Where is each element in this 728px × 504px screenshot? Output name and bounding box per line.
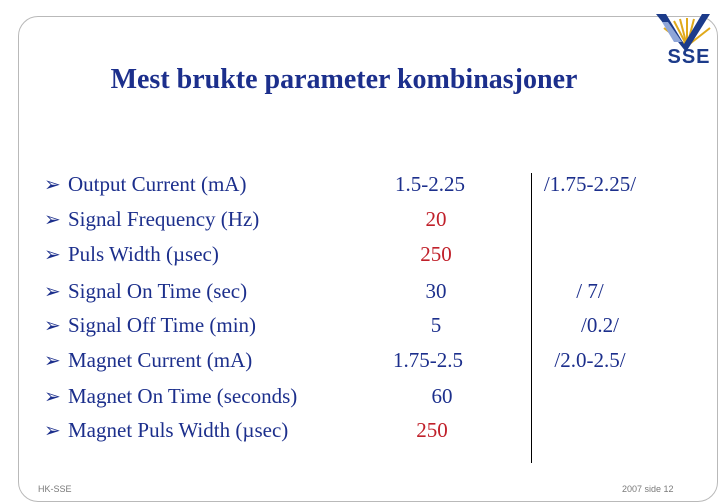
arrow-bullet-icon: ➢ — [44, 244, 61, 266]
footer-left: HK-SSE — [38, 484, 72, 494]
parameter-alt-value: /1.75-2.25/ — [543, 172, 637, 196]
parameter-row: ➢ Puls Width (µsec) 250 — [0, 242, 728, 274]
parameter-value: 250 — [416, 418, 448, 442]
parameter-value: 1.75-2.5 — [393, 348, 463, 372]
parameter-value: 1.5-2.25 — [395, 172, 465, 196]
parameter-value: 60 — [431, 384, 453, 408]
parameter-row: ➢ Signal Off Time (min) 5/0.2/ — [0, 313, 728, 345]
column-divider — [531, 173, 532, 463]
arrow-bullet-icon: ➢ — [44, 350, 61, 372]
parameter-value: 20 — [425, 207, 447, 231]
logo-text: SSE — [667, 46, 711, 68]
arrow-bullet-icon: ➢ — [44, 315, 61, 337]
arrow-bullet-icon: ➢ — [44, 420, 61, 442]
parameter-alt-value: / 7/ — [576, 279, 604, 303]
parameter-row: ➢ Magnet On Time (seconds) 60 — [0, 384, 728, 416]
arrow-bullet-icon: ➢ — [44, 209, 61, 231]
parameter-alt-value: /0.2/ — [581, 313, 619, 337]
arrow-bullet-icon: ➢ — [44, 174, 61, 196]
slide-frame — [18, 16, 718, 502]
parameter-row: ➢ Output Current (mA) 1.5-2.25/1.75-2.25/ — [0, 172, 728, 204]
parameter-row: ➢ Magnet Puls Width (µsec) 250 — [0, 418, 728, 450]
parameter-row: ➢ Signal Frequency (Hz) 20 — [0, 207, 728, 239]
parameter-label: Magnet Current (mA) — [68, 348, 253, 372]
arrow-bullet-icon: ➢ — [44, 281, 61, 303]
parameter-value: 5 — [430, 313, 442, 337]
parameter-label: Signal Frequency (Hz) — [68, 207, 260, 231]
parameter-label: Magnet Puls Width (µsec) — [68, 418, 289, 442]
sun-logo-icon — [656, 14, 711, 52]
parameter-value: 30 — [425, 279, 447, 303]
parameter-label: Signal Off Time (min) — [68, 313, 257, 337]
parameter-label: Puls Width (µsec) — [68, 242, 219, 266]
parameter-row: ➢ Signal On Time (sec) 30 / 7/ — [0, 279, 728, 311]
footer-right: 2007 side 12 — [622, 484, 674, 494]
parameter-label: Output Current (mA) — [68, 172, 247, 196]
parameter-label: Signal On Time (sec) — [68, 279, 248, 303]
slide-title: Mest brukte parameter kombinasjoner — [0, 64, 728, 96]
parameter-value: 250 — [420, 242, 452, 266]
parameter-label: Magnet On Time (seconds) — [68, 384, 298, 408]
parameter-alt-value: /2.0-2.5/ — [554, 348, 626, 372]
parameter-row: ➢ Magnet Current (mA) 1.75-2.5/2.0-2.5/ — [0, 348, 728, 380]
arrow-bullet-icon: ➢ — [44, 386, 61, 408]
slide-title-text: Mest brukte parameter kombinasjoner — [110, 64, 578, 95]
